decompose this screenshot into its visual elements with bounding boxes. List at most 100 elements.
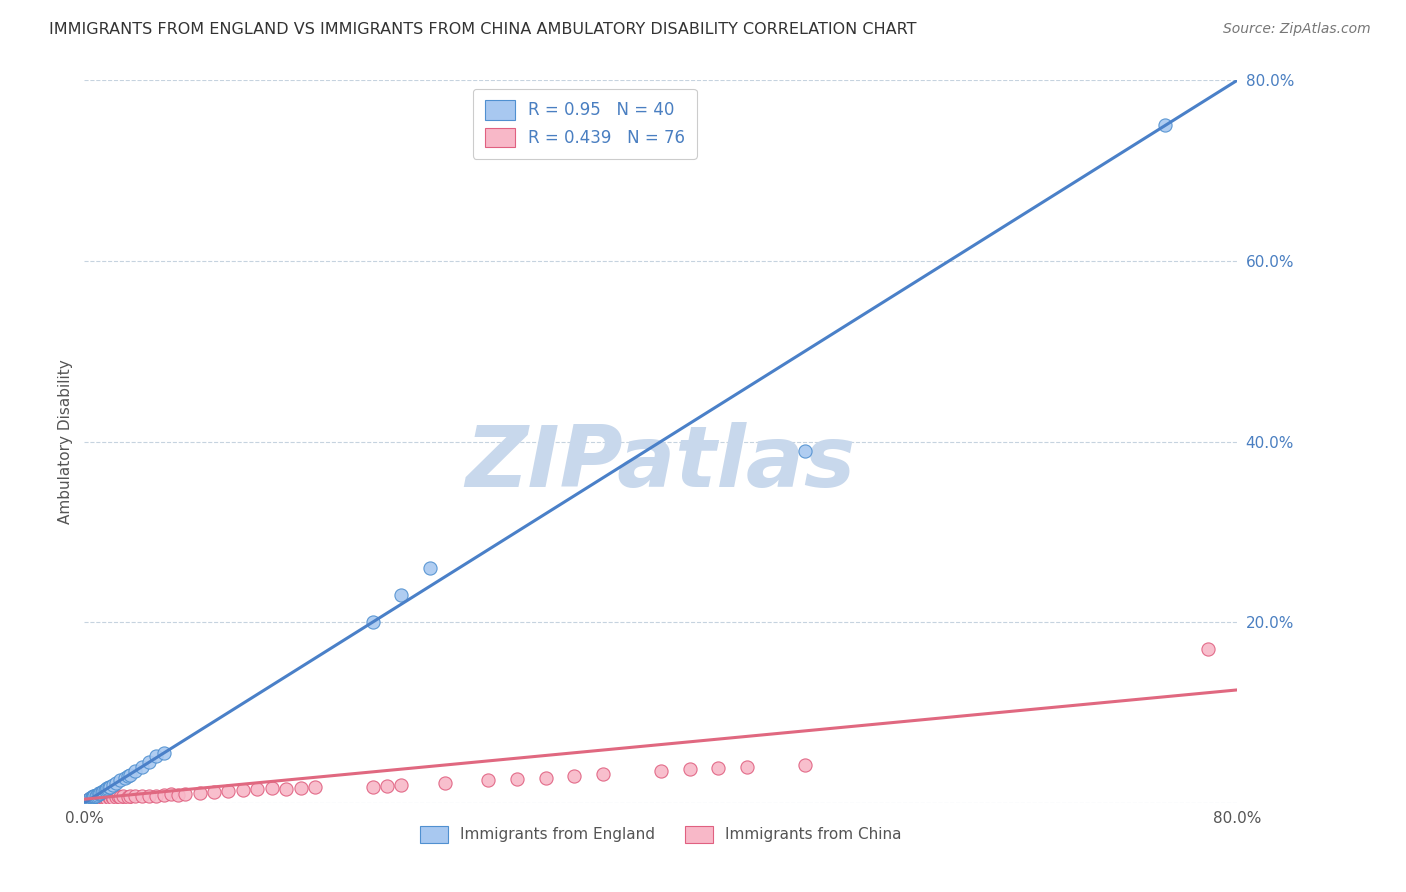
Point <box>131 760 153 774</box>
Point <box>794 443 817 458</box>
Point <box>1198 642 1220 657</box>
Point <box>105 776 128 790</box>
Point <box>94 782 117 797</box>
Point <box>433 776 456 790</box>
Text: ZIPatlas: ZIPatlas <box>465 422 856 505</box>
Point <box>97 780 120 795</box>
Point <box>98 780 121 794</box>
Point <box>84 794 107 808</box>
Text: Source: ZipAtlas.com: Source: ZipAtlas.com <box>1223 22 1371 37</box>
Point <box>592 767 614 781</box>
Point <box>103 778 124 792</box>
Point <box>84 793 107 807</box>
Point <box>290 781 312 796</box>
Point <box>93 792 115 806</box>
Point <box>80 792 103 806</box>
Point <box>80 795 103 809</box>
Point <box>120 768 142 782</box>
Point <box>361 780 384 794</box>
Point <box>91 784 114 798</box>
Point <box>76 793 98 807</box>
Point <box>391 778 413 792</box>
Point <box>131 789 153 803</box>
Point <box>86 788 108 802</box>
Point <box>80 793 103 807</box>
Point <box>138 789 160 804</box>
Point <box>96 792 118 806</box>
Point <box>83 789 105 804</box>
Point <box>82 793 104 807</box>
Point <box>91 793 114 807</box>
Point <box>82 789 104 804</box>
Point <box>89 786 111 800</box>
Point <box>80 794 103 808</box>
Y-axis label: Ambulatory Disability: Ambulatory Disability <box>58 359 73 524</box>
Point <box>86 794 108 808</box>
Point <box>90 792 112 806</box>
Point <box>160 787 183 801</box>
Point <box>87 792 110 806</box>
Point <box>79 792 101 806</box>
Point <box>117 790 139 805</box>
Point <box>79 791 101 805</box>
Point <box>93 783 115 797</box>
Point <box>94 791 117 805</box>
Point <box>76 795 98 809</box>
Point <box>107 789 129 804</box>
Point <box>276 782 298 797</box>
Point <box>361 615 384 630</box>
Point <box>79 794 101 808</box>
Point <box>83 792 105 806</box>
Point <box>679 763 702 777</box>
Point <box>124 764 146 779</box>
Point <box>304 780 326 795</box>
Point <box>737 760 759 774</box>
Point <box>120 789 142 803</box>
Point <box>90 785 112 799</box>
Point <box>1154 119 1177 133</box>
Point <box>76 794 98 808</box>
Point <box>98 791 121 805</box>
Point <box>105 790 128 805</box>
Point <box>83 794 105 808</box>
Point <box>79 795 101 809</box>
Point <box>91 791 114 805</box>
Point <box>80 791 103 805</box>
Point <box>260 781 283 796</box>
Point <box>77 794 100 808</box>
Point <box>83 789 105 803</box>
Point <box>77 795 100 809</box>
Point <box>83 793 105 807</box>
Point <box>117 769 139 783</box>
Point <box>138 755 160 769</box>
Point <box>152 788 174 802</box>
Point <box>100 790 122 805</box>
Point <box>707 762 730 776</box>
Point <box>174 787 197 801</box>
Point <box>76 794 98 808</box>
Point <box>97 790 120 805</box>
Point <box>77 793 100 807</box>
Point <box>202 785 225 799</box>
Point <box>375 779 398 793</box>
Point <box>114 772 136 786</box>
Point <box>75 794 97 808</box>
Point <box>110 790 132 805</box>
Point <box>89 793 111 807</box>
Legend: Immigrants from England, Immigrants from China: Immigrants from England, Immigrants from… <box>413 820 908 849</box>
Point <box>145 789 167 803</box>
Point <box>79 793 101 807</box>
Point <box>84 789 107 803</box>
Point <box>419 561 441 575</box>
Point <box>564 769 586 783</box>
Point <box>96 781 118 796</box>
Point <box>124 789 146 804</box>
Point <box>188 786 211 800</box>
Point <box>112 789 135 804</box>
Point <box>794 757 817 772</box>
Point <box>87 787 110 801</box>
Point <box>534 771 557 785</box>
Point <box>110 773 132 788</box>
Point <box>246 782 269 797</box>
Point <box>80 790 103 805</box>
